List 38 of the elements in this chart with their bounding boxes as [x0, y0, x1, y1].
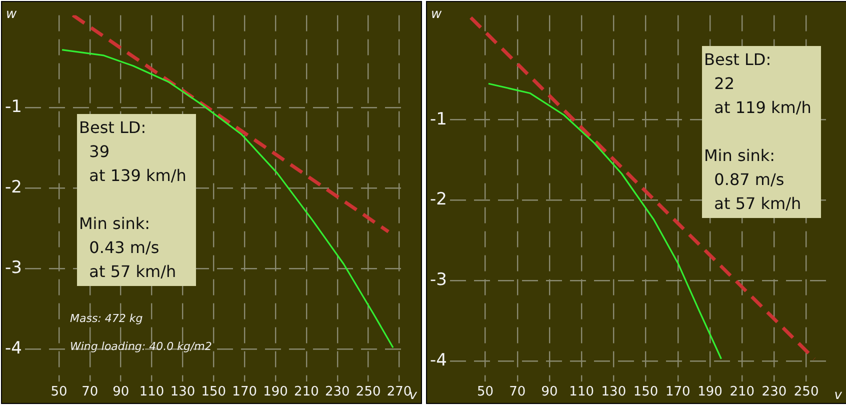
- x-tick-label: 210: [294, 384, 319, 400]
- x-tick-label: 230: [762, 384, 787, 400]
- y-tick-label: -3: [4, 258, 22, 278]
- x-tick-label: 190: [698, 384, 722, 400]
- y-axis-title: w: [6, 6, 17, 22]
- x-tick-label: 90: [112, 384, 130, 400]
- text: Best LD: 39 at 139 km/h Min sink: 0.43 m/s at 57 km/h: [79, 118, 186, 281]
- x-tick-label: 190: [263, 384, 288, 400]
- x-tick-label: 150: [633, 384, 658, 400]
- x-tick-label: 110: [569, 384, 594, 400]
- x-tick-label: 170: [665, 384, 690, 400]
- x-tick-label: 50: [50, 384, 68, 400]
- x-tick-label: 230: [324, 384, 350, 400]
- y-tick-label: -2: [4, 178, 22, 198]
- y-axis-title: w: [431, 6, 442, 22]
- y-tick-label: -1: [4, 97, 22, 118]
- x-tick-label: 250: [356, 384, 381, 400]
- x-tick-label: 70: [82, 384, 98, 400]
- x-tick-label: 170: [232, 384, 258, 400]
- x-tick-label: 270: [386, 384, 412, 400]
- x-tick-label: 130: [170, 384, 196, 400]
- x-tick-label: 210: [730, 384, 755, 400]
- x-tick-label: 90: [541, 384, 558, 400]
- x-tick-label: 130: [601, 384, 626, 400]
- x-tick-label: 50: [476, 384, 494, 400]
- x-tick-label: 110: [139, 384, 164, 400]
- y-tick-label: -4: [430, 350, 447, 371]
- x-axis-title: v: [834, 388, 842, 403]
- x-tick-label: 150: [201, 384, 226, 400]
- annotation: Wing loading: 40.0 kg/m2: [70, 340, 212, 353]
- annotation: Mass: 472 kg: [70, 312, 143, 325]
- y-tick-label: -4: [4, 338, 22, 359]
- x-tick-label: 70: [509, 384, 526, 400]
- y-tick-label: -1: [430, 109, 447, 130]
- x-tick-label: 250: [794, 384, 819, 400]
- y-tick-label: -3: [430, 270, 447, 290]
- y-tick-label: -2: [430, 190, 447, 210]
- text: Best LD: 22 at 119 km/h Min sink: 0.87 m/s at 57 km/h: [704, 50, 812, 213]
